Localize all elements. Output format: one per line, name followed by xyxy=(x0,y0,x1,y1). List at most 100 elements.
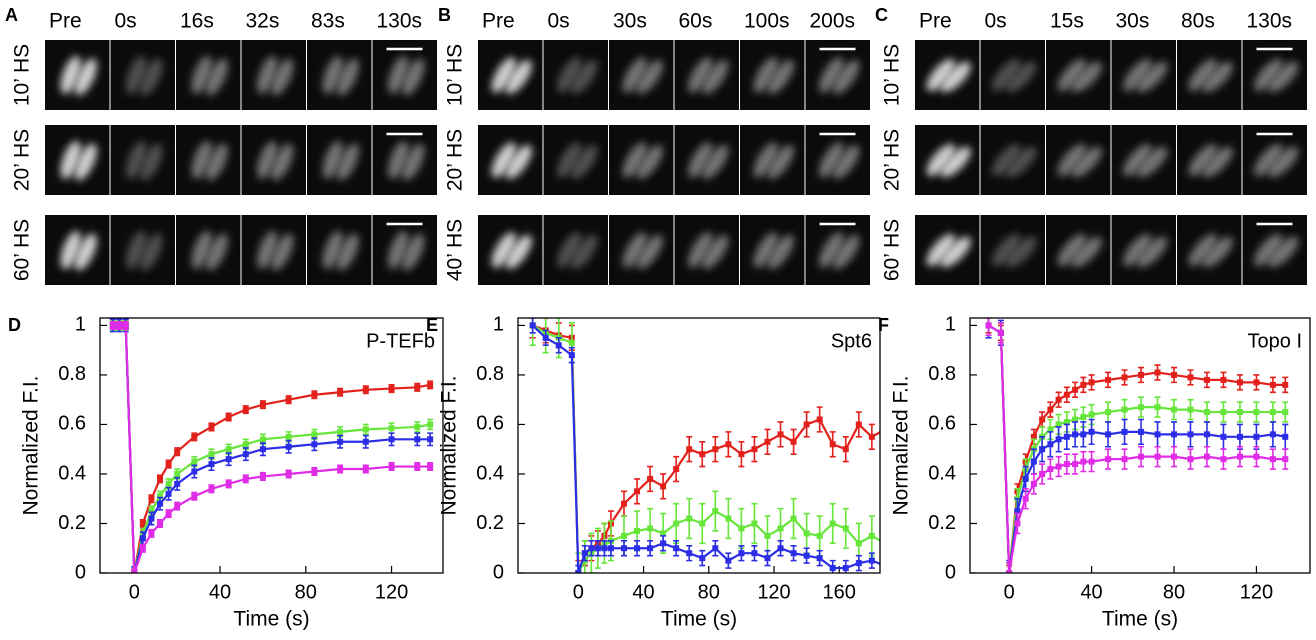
data-point xyxy=(1253,409,1260,416)
data-point xyxy=(174,480,181,487)
nucleus-blob xyxy=(322,231,343,269)
nucleus-blob xyxy=(491,142,516,178)
nucleus-blob xyxy=(60,141,81,179)
time-label: 0s xyxy=(985,10,1007,33)
data-point xyxy=(259,473,266,480)
data-point xyxy=(165,461,172,468)
data-point xyxy=(1138,371,1145,378)
x-axis-label: Time (s) xyxy=(1102,608,1178,631)
nucleus-blob xyxy=(205,233,228,271)
nucleus-blob xyxy=(1137,236,1168,268)
data-point xyxy=(601,545,608,552)
micrograph xyxy=(372,215,437,285)
data-point xyxy=(660,530,667,537)
nucleus-blob xyxy=(753,57,778,93)
micrograph xyxy=(1046,40,1111,110)
data-point xyxy=(1138,453,1145,460)
time-label: 80s xyxy=(1181,10,1215,33)
x-tick-label: 120 xyxy=(1240,581,1273,603)
y-tick-label: 0.8 xyxy=(476,363,504,385)
data-point xyxy=(673,545,680,552)
data-point xyxy=(1055,421,1062,428)
nucleus-blob xyxy=(636,234,663,270)
data-point xyxy=(1080,381,1087,388)
data-point xyxy=(1269,381,1276,388)
data-point xyxy=(699,555,706,562)
data-point xyxy=(191,468,198,475)
micrograph xyxy=(915,125,980,195)
data-point xyxy=(594,545,601,552)
nucleus-blob xyxy=(1137,61,1168,93)
nucleus-blob xyxy=(1188,233,1217,267)
data-point xyxy=(1203,431,1210,438)
data-point xyxy=(620,532,627,539)
panel-letter: B xyxy=(438,5,451,25)
y-tick-label: 0.6 xyxy=(928,413,956,435)
y-tick-label: 0.8 xyxy=(928,363,956,385)
micrograph xyxy=(1177,40,1242,110)
row-label: 10’ HS xyxy=(881,44,904,106)
data-point xyxy=(165,480,172,487)
nucleus-blob xyxy=(688,57,713,93)
nucleus-blob xyxy=(1254,143,1283,177)
data-point xyxy=(699,520,706,527)
nucleus-blob xyxy=(1254,233,1283,267)
data-point xyxy=(1220,376,1227,383)
data-point xyxy=(1236,453,1243,460)
data-point xyxy=(699,451,706,458)
nucleus-blob xyxy=(833,144,860,180)
data-point xyxy=(660,540,667,547)
data-point xyxy=(242,441,249,448)
data-point xyxy=(208,485,215,492)
data-point xyxy=(1088,411,1095,418)
data-point xyxy=(362,386,369,393)
x-tick-label: 120 xyxy=(757,581,790,603)
data-point xyxy=(1014,508,1021,515)
data-point xyxy=(116,322,123,329)
data-point xyxy=(882,563,888,569)
data-point xyxy=(1105,431,1112,438)
data-point xyxy=(1187,456,1194,463)
micrograph xyxy=(980,125,1045,195)
nucleus-blob xyxy=(1188,143,1217,177)
data-point xyxy=(803,421,810,428)
nucleus-blob xyxy=(191,141,212,179)
data-point xyxy=(285,396,292,403)
data-point xyxy=(139,520,146,527)
data-point xyxy=(259,446,266,453)
nucleus-blob xyxy=(1071,236,1102,268)
error-bar xyxy=(882,558,888,573)
micrograph xyxy=(307,40,372,110)
time-label: 100s xyxy=(744,10,790,33)
data-point xyxy=(1055,436,1062,443)
nucleus-blob xyxy=(557,57,582,93)
data-point xyxy=(777,545,784,552)
micrograph xyxy=(1046,125,1111,195)
micrograph xyxy=(241,40,306,110)
nucleus-blob xyxy=(767,234,794,270)
micrograph xyxy=(110,125,175,195)
y-tick-label: 0.2 xyxy=(476,512,504,534)
data-point xyxy=(1220,456,1227,463)
nucleus-blob xyxy=(140,143,163,181)
nucleus-blob xyxy=(1268,146,1299,178)
plot-area xyxy=(529,318,888,573)
nucleus-blob xyxy=(322,141,343,179)
nucleus-blob xyxy=(1123,58,1152,92)
micrograph xyxy=(740,125,805,195)
data-point xyxy=(1063,391,1070,398)
data-point xyxy=(259,401,266,408)
y-axis-label: Normalized F.I. xyxy=(20,375,43,515)
micrograph xyxy=(609,125,674,195)
data-point xyxy=(620,545,627,552)
micrograph xyxy=(241,215,306,285)
data-point xyxy=(634,527,641,534)
data-point xyxy=(148,495,155,502)
data-point xyxy=(1138,428,1145,435)
data-point xyxy=(242,451,249,458)
nucleus-blob xyxy=(767,59,794,95)
data-point xyxy=(751,446,758,453)
data-point xyxy=(225,414,232,421)
data-point xyxy=(803,530,810,537)
nucleus-blob xyxy=(126,231,147,269)
